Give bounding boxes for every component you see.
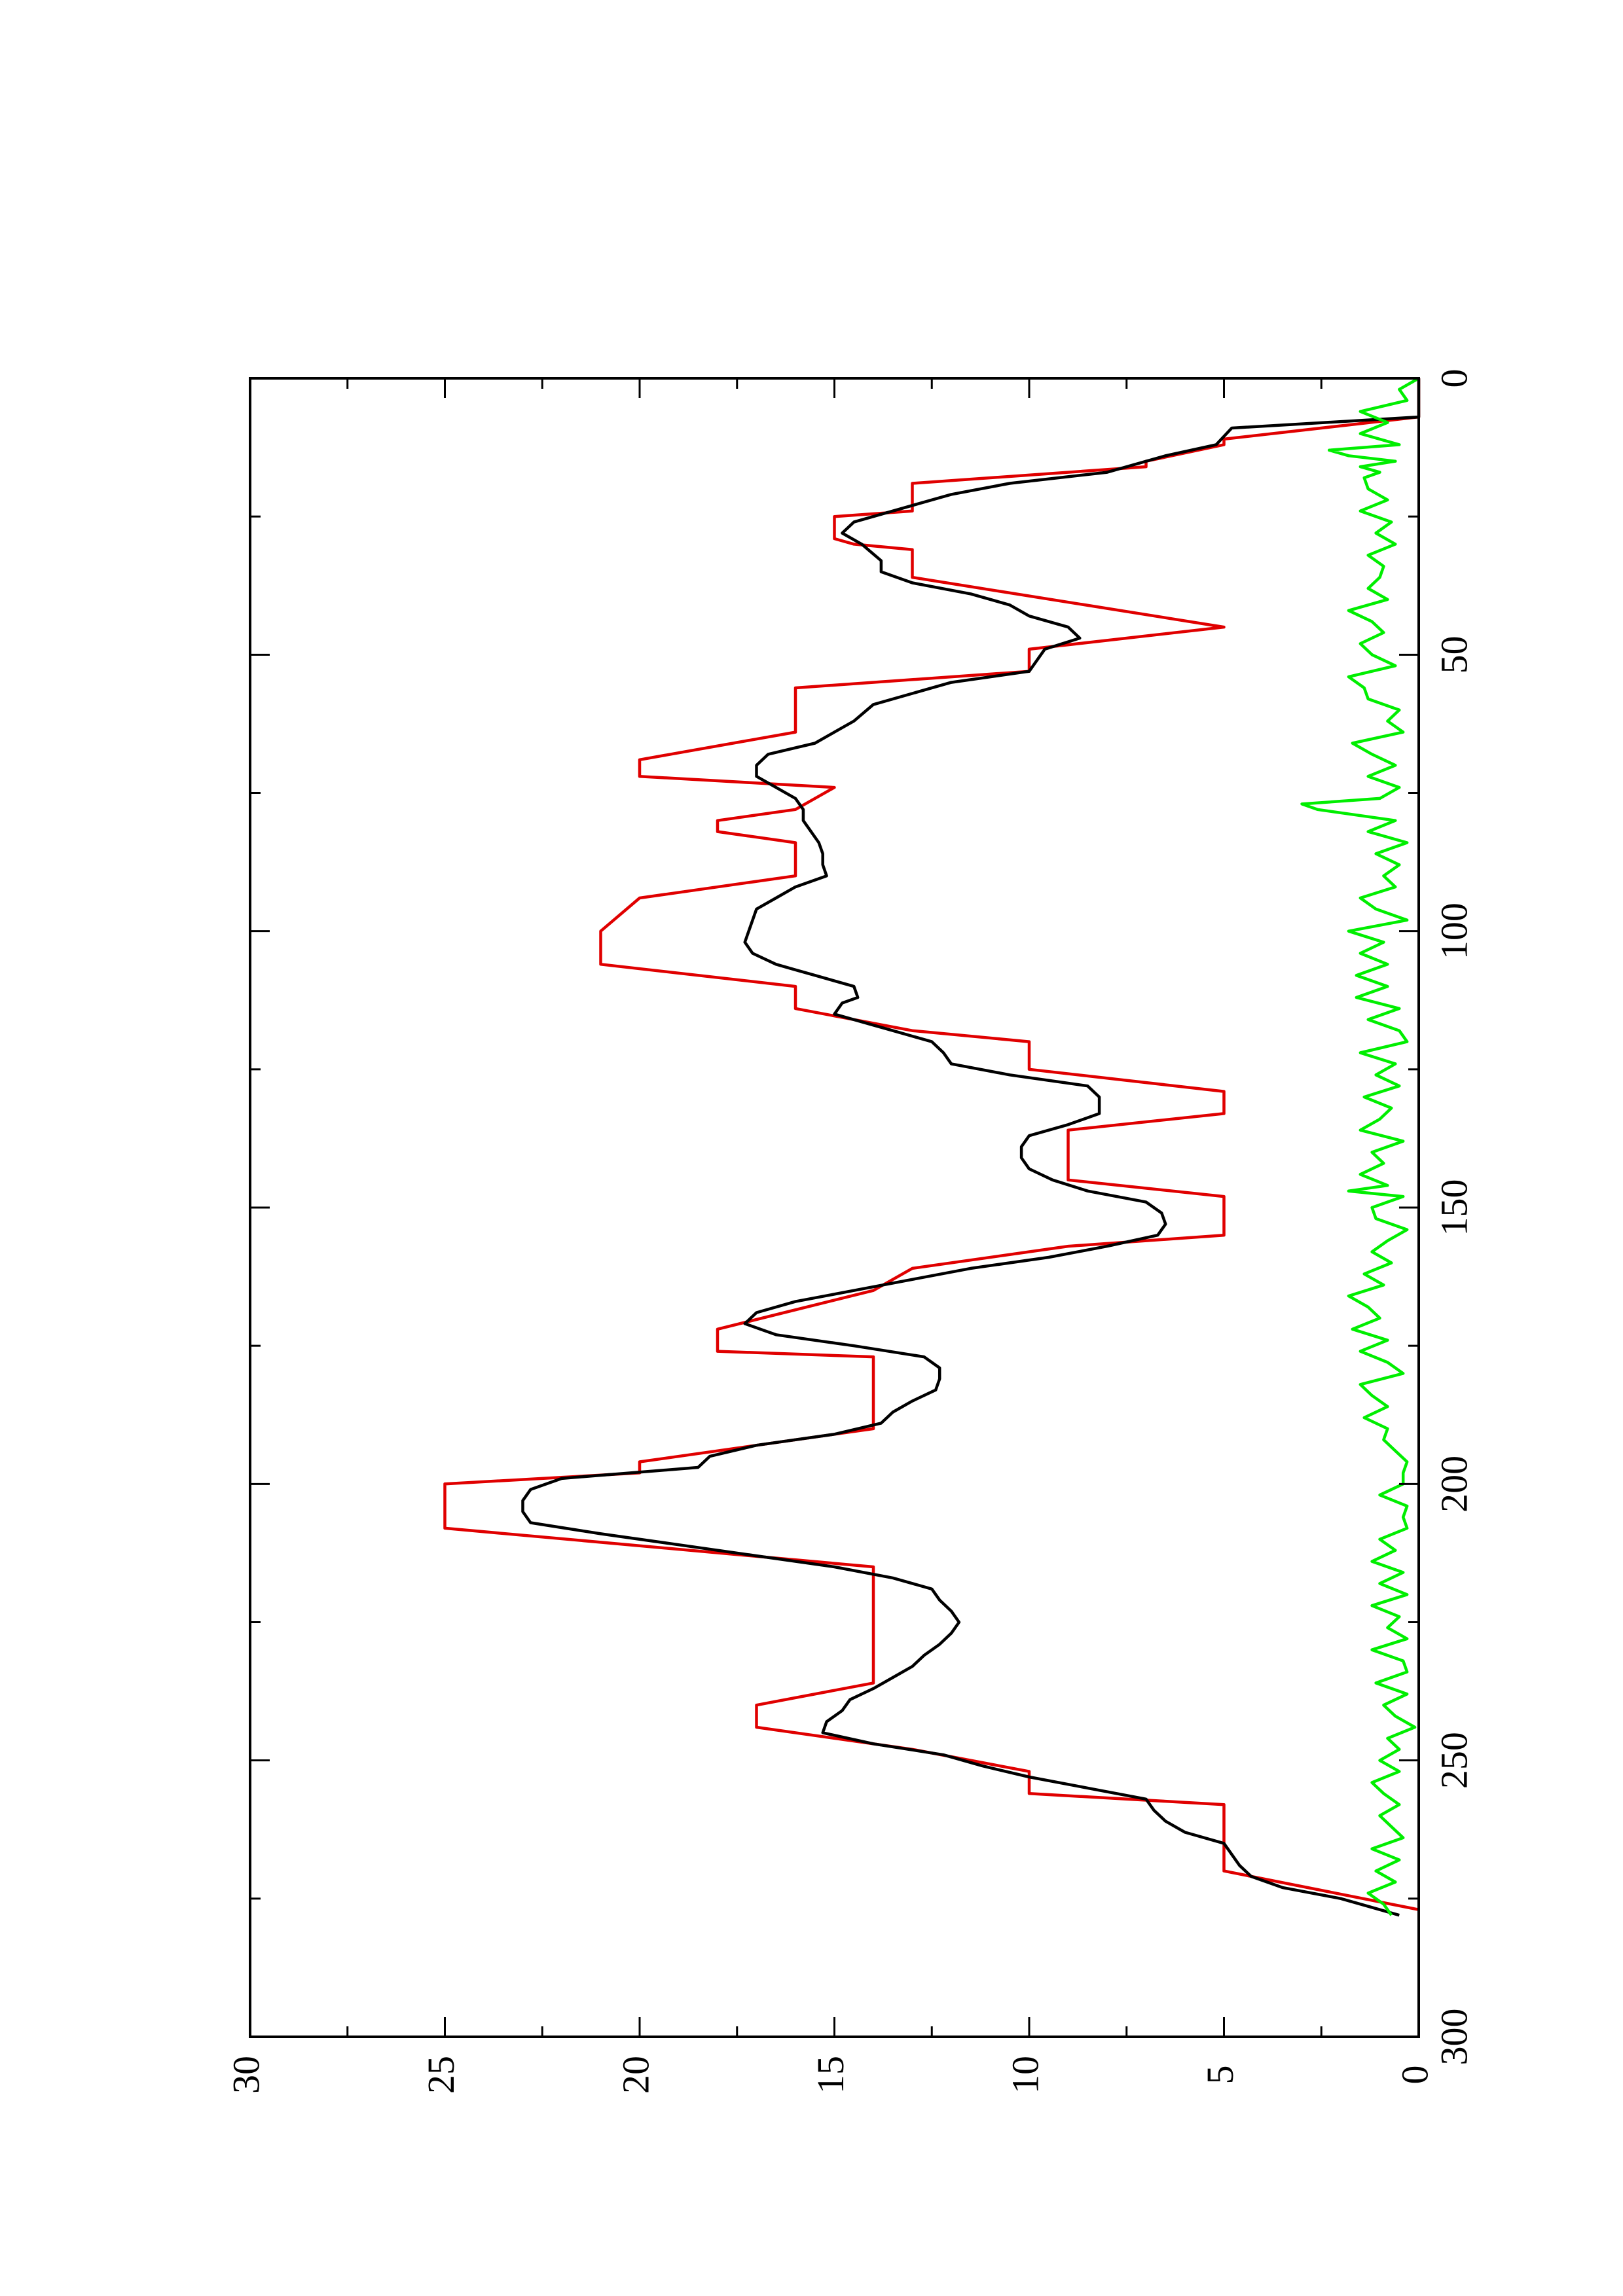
y-tick-label: 5 xyxy=(1199,2066,1241,2085)
y-tick-label: 0 xyxy=(1393,2066,1436,2085)
y-tick-label: 15 xyxy=(809,2056,852,2094)
x-tick-label: 50 xyxy=(1432,636,1475,673)
x-tick-label: 150 xyxy=(1432,1179,1475,1236)
x-tick-label: 100 xyxy=(1432,903,1475,960)
x-tick-label: 300 xyxy=(1432,2009,1475,2066)
y-tick-label: 25 xyxy=(420,2056,462,2094)
series-layer xyxy=(443,377,1421,1917)
series-line-3 xyxy=(1300,377,1420,1916)
x-tick-label: 200 xyxy=(1432,1456,1475,1513)
tick-layer xyxy=(249,377,1420,2038)
series-line-1 xyxy=(443,378,1421,1911)
series-line-2 xyxy=(521,378,1421,1917)
y-tick-label: 30 xyxy=(225,2056,267,2094)
y-tick-label: 10 xyxy=(1004,2056,1046,2094)
y-tick-label: 20 xyxy=(614,2056,657,2094)
x-tick-label: 250 xyxy=(1432,1732,1475,1789)
x-tick-label: 0 xyxy=(1432,369,1475,388)
